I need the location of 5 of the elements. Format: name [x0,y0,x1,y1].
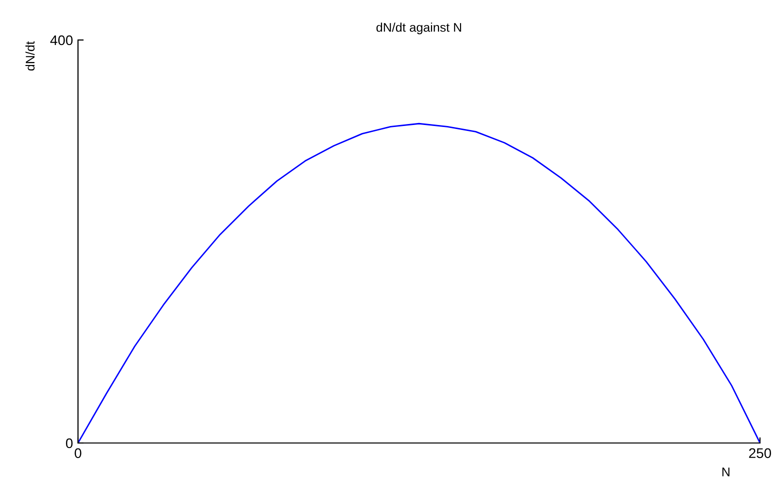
y-tick-label: 400 [50,35,73,46]
chart-title: dN/dt against N [376,22,462,34]
x-axis-title: N [722,468,730,476]
x-tick-label: 250 [749,448,772,458]
y-axis-title: dN/dt [25,41,35,71]
